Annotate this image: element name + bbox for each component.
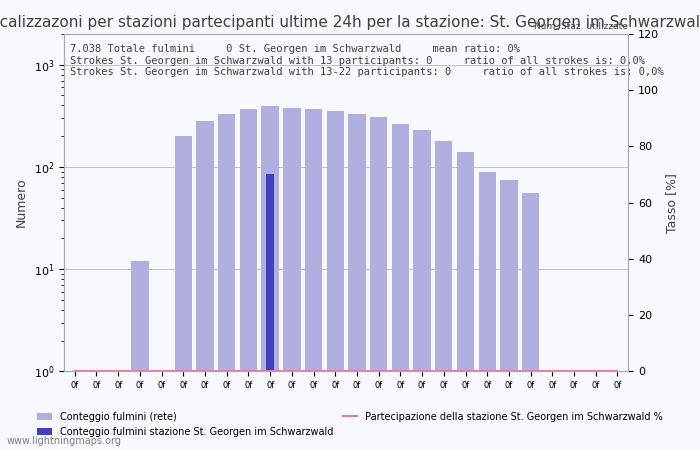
Bar (370, 117, 387, 450)
Bar (414, 130, 430, 450)
Bar (153, 371, 170, 450)
Legend: Conteggio fulmini (rete), Conteggio fulmini stazione St. Georgen im Schwarzwald,: Conteggio fulmini (rete), Conteggio fulm… (34, 408, 666, 441)
Bar (109, 371, 127, 450)
Bar (609, 371, 626, 450)
Bar (66, 371, 83, 450)
Bar (327, 111, 344, 450)
Bar (500, 180, 517, 450)
Text: Num. Staz. utilizzate: Num. Staz. utilizzate (535, 22, 629, 31)
Y-axis label: Numero: Numero (15, 178, 28, 227)
Bar (479, 171, 496, 450)
Bar (262, 107, 279, 450)
Bar (392, 125, 409, 450)
Text: 7.038 Totale fulmini     0 St. Georgen im Schwarzwald     mean ratio: 0%
Strokes: 7.038 Totale fulmini 0 St. Georgen im Sc… (69, 44, 664, 77)
Bar (284, 108, 300, 450)
Bar (196, 121, 214, 450)
Bar (305, 109, 322, 450)
Text: www.lightningmaps.org: www.lightningmaps.org (7, 436, 122, 446)
Bar (218, 114, 235, 450)
Bar (174, 136, 192, 450)
Bar (435, 141, 452, 450)
Bar (522, 194, 539, 450)
Bar (349, 114, 365, 450)
Bar (587, 371, 604, 450)
Bar (239, 109, 257, 450)
Bar (88, 371, 105, 450)
Bar (131, 261, 148, 450)
Bar (566, 371, 582, 450)
Bar (266, 174, 274, 450)
Y-axis label: Tasso [%]: Tasso [%] (665, 173, 678, 233)
Title: Localizzazoni per stazioni partecipanti ultime 24h per la stazione: St. Georgen : Localizzazoni per stazioni partecipanti … (0, 15, 700, 30)
Bar (457, 152, 474, 450)
Bar (544, 371, 561, 450)
